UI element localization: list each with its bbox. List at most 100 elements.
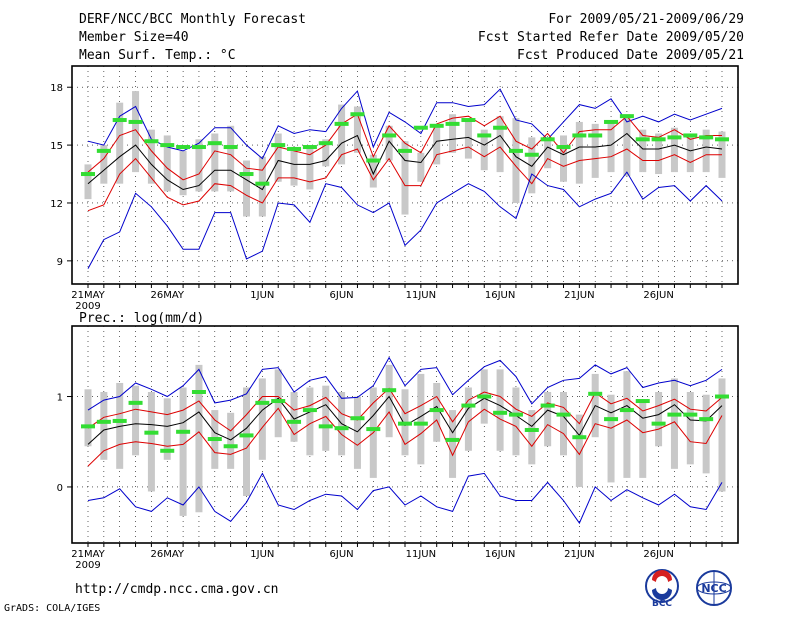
spread-box	[243, 387, 250, 496]
spread-box	[544, 392, 552, 447]
ensemble-marker	[715, 394, 729, 399]
ensemble-marker	[350, 416, 365, 421]
ensemble-marker	[366, 158, 381, 163]
ensemble-marker	[318, 424, 333, 429]
variable-label: Mean Surf. Temp.: °C	[79, 48, 236, 63]
x-tick-label: 26MAY	[150, 549, 184, 560]
spread-box	[401, 141, 409, 215]
ensemble-marker	[651, 421, 666, 426]
ensemble-marker	[477, 133, 492, 138]
spread-box	[163, 135, 171, 192]
spread-box	[243, 160, 250, 217]
ensemble-marker	[619, 114, 634, 119]
spread-box	[147, 392, 155, 492]
x-tick-label: 16JUN	[485, 290, 515, 301]
series-lower-line	[87, 146, 722, 212]
spread-box	[322, 385, 330, 451]
ensemble-marker	[572, 133, 587, 138]
ensemble-marker	[271, 399, 286, 404]
x-tick-label: 6JUN	[330, 290, 354, 301]
ensemble-marker	[239, 433, 254, 438]
spread-box	[496, 369, 504, 451]
forecast-produced-date: Fcst Produced Date 2009/05/21	[517, 48, 744, 63]
ensemble-marker	[540, 137, 555, 142]
series-max-line	[87, 356, 723, 411]
spread-box	[290, 147, 298, 186]
spread-box	[84, 389, 92, 447]
ensemble-marker	[144, 139, 159, 144]
chart-title: DERF/NCC/BCC Monthly Forecast	[79, 12, 306, 27]
series-min-line	[87, 472, 723, 525]
ensemble-marker	[112, 118, 127, 123]
ensemble-marker	[683, 412, 698, 417]
ensemble-marker	[144, 430, 159, 435]
x-tick-label: 21MAY	[71, 290, 105, 301]
spread-box	[274, 369, 282, 438]
forecast-period: For 2009/05/21-2009/06/29	[548, 12, 744, 27]
spread-box	[702, 129, 710, 173]
x-tick-year: 2009	[75, 301, 100, 312]
ensemble-marker	[160, 448, 175, 453]
ensemble-marker	[461, 118, 476, 123]
spread-box	[528, 410, 536, 465]
spread-box	[623, 371, 631, 478]
spread-box	[84, 164, 92, 200]
spread-box	[670, 127, 678, 173]
ensemble-marker	[112, 418, 127, 423]
ensemble-marker	[715, 137, 729, 142]
ensemble-marker	[176, 429, 191, 434]
bcc-logo-icon: BCC	[645, 569, 679, 609]
spread-box	[211, 133, 219, 192]
x-tick-label: 21MAY	[71, 549, 105, 560]
ensemble-marker	[382, 133, 397, 138]
ensemble-marker	[667, 135, 682, 140]
spread-box	[575, 121, 583, 184]
ensemble-marker	[366, 427, 381, 432]
spread-box	[480, 129, 488, 171]
ensemble-marker	[287, 419, 302, 424]
forecast-started-date: Fcst Started Refer Date 2009/05/20	[477, 30, 744, 45]
ensemble-marker	[604, 417, 619, 422]
spread-box	[686, 135, 694, 173]
spread-box	[147, 129, 155, 184]
series-mean-line	[87, 132, 723, 191]
ensemble-marker	[429, 123, 444, 128]
ncc-logo-text: NCC	[701, 582, 726, 595]
series-lower-line	[87, 407, 723, 467]
ensemble-marker	[699, 135, 714, 140]
spread-box	[449, 410, 457, 478]
spread-box	[591, 123, 599, 178]
ensemble-marker	[191, 145, 206, 150]
ensemble-marker	[81, 424, 95, 429]
spread-box	[385, 364, 393, 438]
ensemble-marker	[556, 145, 571, 150]
ensemble-marker	[508, 412, 523, 417]
spread-box	[179, 387, 187, 516]
ensemble-marker	[350, 112, 365, 117]
x-tick-label: 26JUN	[643, 549, 673, 560]
ensemble-marker	[524, 152, 539, 157]
series-upper-line	[87, 113, 722, 181]
ensemble-marker	[572, 435, 587, 440]
ensemble-marker	[524, 427, 539, 432]
x-tick-label: 1JUN	[250, 290, 274, 301]
spread-box	[670, 378, 678, 469]
spread-box	[702, 394, 710, 474]
ensemble-marker	[382, 388, 397, 393]
y-tick-label: 12	[50, 199, 63, 210]
ensemble-marker	[239, 172, 254, 177]
y-tick-label: 18	[50, 83, 63, 94]
ensemble-marker	[96, 419, 111, 424]
spread-box	[417, 373, 425, 465]
ensemble-marker	[160, 143, 175, 148]
ensemble-marker	[493, 125, 508, 130]
ensemble-marker	[540, 403, 555, 408]
spread-box	[195, 139, 203, 192]
y-tick-label: 0	[57, 483, 63, 494]
spread-box	[132, 91, 140, 173]
spread-box	[306, 147, 314, 190]
spread-box	[369, 154, 377, 188]
footer-url[interactable]: http://cmdp.ncc.cma.gov.cn	[75, 582, 279, 597]
spread-box	[227, 125, 235, 192]
spread-box	[258, 156, 266, 217]
